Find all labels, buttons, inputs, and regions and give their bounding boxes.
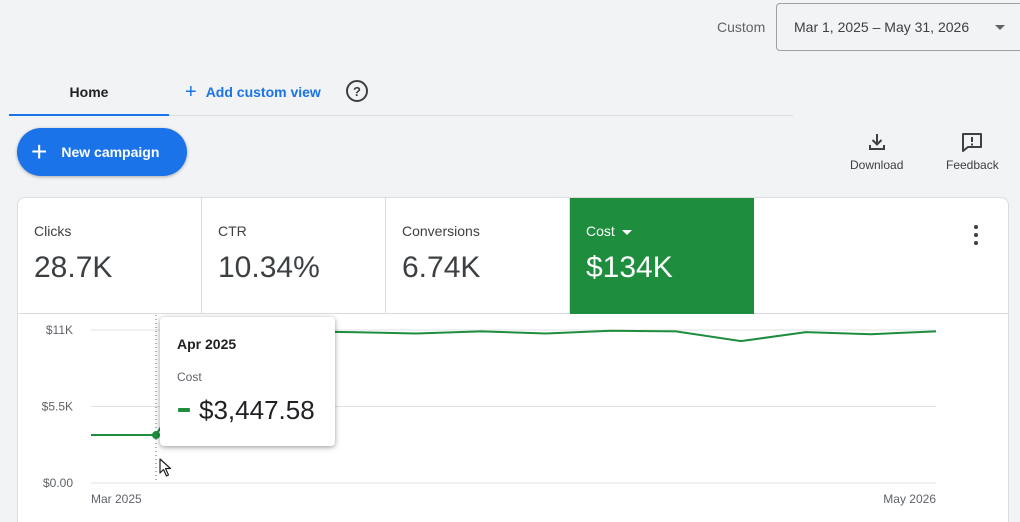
chart-points xyxy=(152,431,160,440)
feedback-button[interactable]: Feedback xyxy=(946,132,999,172)
x-tick-label: May 2026 xyxy=(883,492,936,506)
metric-label: Cost xyxy=(586,223,754,239)
x-axis-ticks: Mar 2025 May 2026 xyxy=(91,492,936,506)
metric-value: $134K xyxy=(586,251,673,284)
y-tick-label: $11K xyxy=(46,323,73,337)
more-vert-icon[interactable] xyxy=(973,225,979,245)
y-axis-ticks: $0.00 $5.5K $11K xyxy=(42,323,74,490)
series-swatch xyxy=(178,408,190,412)
x-tick-label: Mar 2025 xyxy=(91,492,142,506)
add-custom-view-label: Add custom view xyxy=(205,84,321,100)
chart-tooltip: Apr 2025 Cost $3,447.58 xyxy=(160,317,335,446)
metric-label: Conversions xyxy=(402,223,480,239)
help-circle-icon[interactable]: ? xyxy=(346,80,368,102)
tooltip-date: Apr 2025 xyxy=(177,336,237,352)
metric-value: 6.74K xyxy=(402,251,481,284)
plus-icon: + xyxy=(31,136,48,167)
mouse-pointer-icon xyxy=(159,458,172,477)
metric-conversions[interactable]: Conversions 6.74K xyxy=(386,198,570,314)
metric-bar-filler xyxy=(754,198,1008,314)
metric-ctr[interactable]: CTR 10.34% xyxy=(202,198,386,314)
metric-label: Clicks xyxy=(34,223,72,239)
new-campaign-button[interactable]: + New campaign xyxy=(17,128,187,176)
new-campaign-label: New campaign xyxy=(61,144,160,160)
caret-down-icon[interactable] xyxy=(621,229,632,235)
download-button[interactable]: Download xyxy=(850,132,903,172)
tooltip-metric-label: Cost xyxy=(177,370,202,384)
date-range-select[interactable]: Mar 1, 2025 – May 31, 2026 xyxy=(776,3,1020,51)
date-range-label: Custom xyxy=(717,19,766,35)
add-custom-view-tab[interactable]: + Add custom view xyxy=(185,70,321,114)
download-label: Download xyxy=(850,158,904,172)
y-tick-label: $0.00 xyxy=(43,476,73,490)
metric-value: 10.34% xyxy=(218,251,320,284)
highlight-point xyxy=(152,431,160,440)
metric-cost[interactable]: Cost $134K xyxy=(570,198,754,314)
metric-value: 28.7K xyxy=(34,251,113,284)
tab-home-label: Home xyxy=(69,84,109,100)
date-range-value: Mar 1, 2025 – May 31, 2026 xyxy=(794,19,970,35)
tab-home[interactable]: Home xyxy=(9,70,169,116)
y-tick-label: $5.5K xyxy=(42,400,73,414)
tooltip-value: $3,447.58 xyxy=(199,395,315,425)
feedback-label: Feedback xyxy=(946,158,999,172)
download-icon xyxy=(868,134,885,150)
metric-label: CTR xyxy=(218,223,247,239)
chevron-down-icon xyxy=(995,25,1005,30)
feedback-icon xyxy=(962,133,983,152)
plus-icon: + xyxy=(185,81,197,103)
view-tabs: Home + Add custom view ? xyxy=(9,70,793,116)
metric-cost-label: Cost xyxy=(586,223,615,239)
metric-clicks[interactable]: Clicks 28.7K xyxy=(18,198,202,314)
